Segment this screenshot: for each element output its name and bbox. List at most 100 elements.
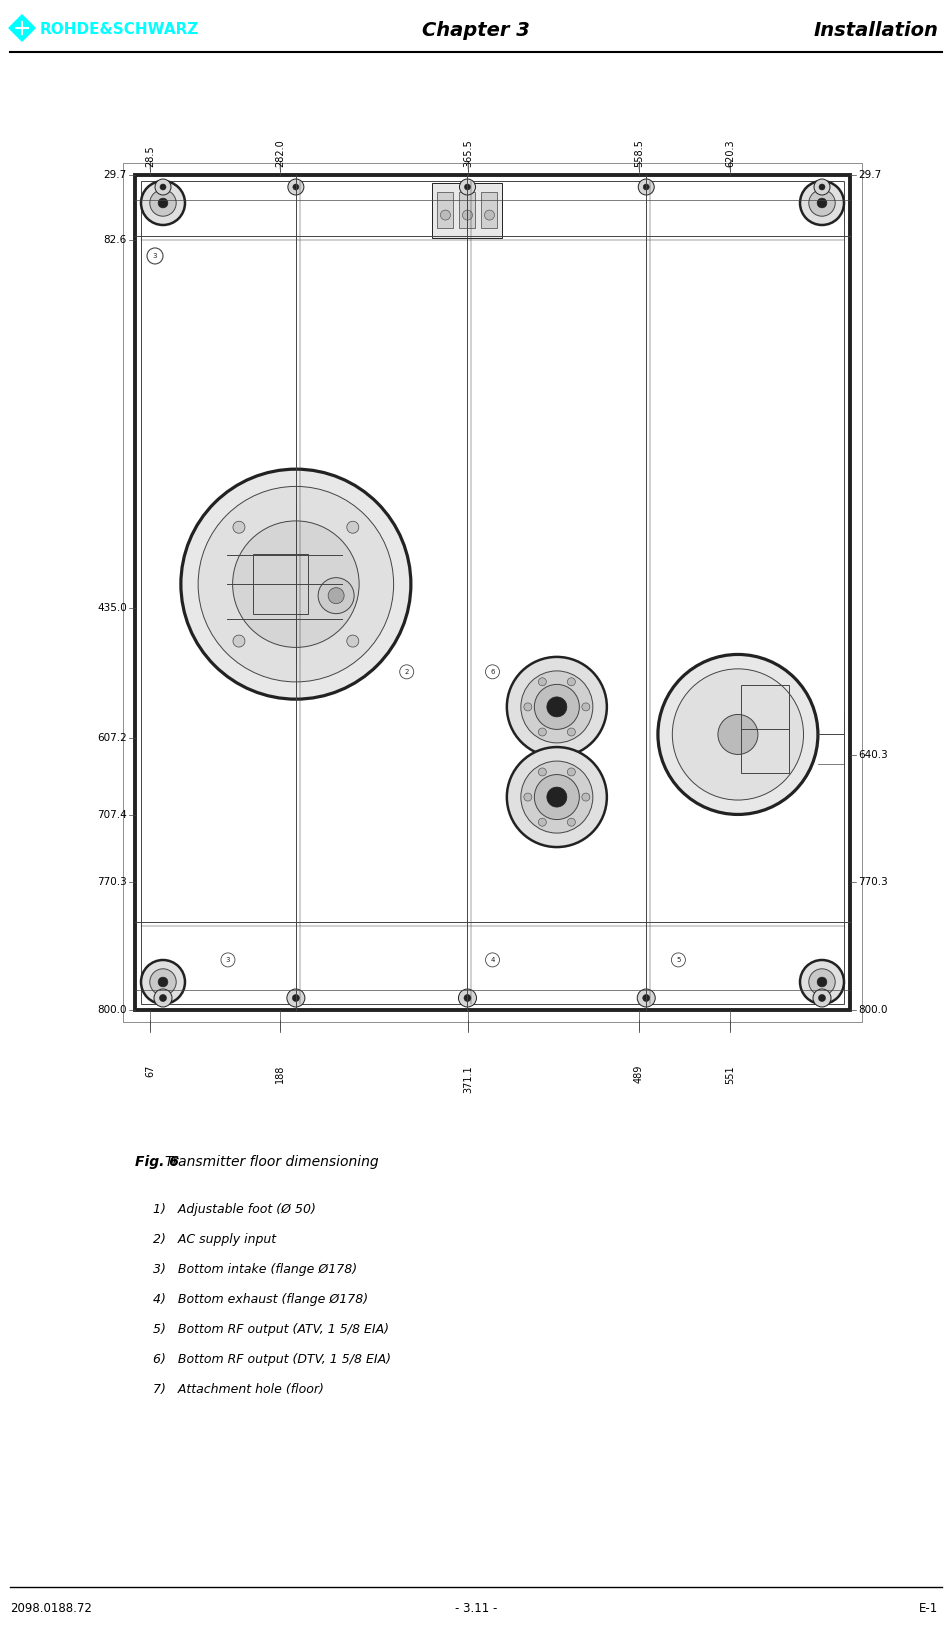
Circle shape [817,977,827,987]
Text: 3)   Bottom intake (flange Ø178): 3) Bottom intake (flange Ø178) [153,1262,357,1276]
Circle shape [800,181,844,225]
Text: 5: 5 [676,956,681,963]
Text: 620.3: 620.3 [725,140,735,168]
Circle shape [141,959,185,1003]
Text: 800.0: 800.0 [858,1005,887,1015]
Text: 371.1: 371.1 [463,1065,473,1093]
Circle shape [464,994,471,1002]
Circle shape [347,521,359,533]
Circle shape [233,521,245,533]
Circle shape [521,761,593,832]
Text: 607.2: 607.2 [97,733,127,743]
Text: 282.0: 282.0 [275,138,285,168]
Circle shape [198,487,393,683]
Circle shape [141,181,185,225]
Circle shape [819,184,825,191]
Text: Transmitter floor dimensioning: Transmitter floor dimensioning [165,1155,379,1170]
Text: 640.3: 640.3 [858,749,888,761]
Bar [135,174,850,1010]
Text: 489: 489 [634,1065,644,1083]
Circle shape [546,787,566,806]
Text: 4)   Bottom exhaust (flange Ø178): 4) Bottom exhaust (flange Ø178) [153,1293,368,1306]
Text: 29.7: 29.7 [858,169,882,179]
Circle shape [534,684,580,730]
Bar [253,554,307,614]
Circle shape [534,774,580,819]
Circle shape [149,191,176,217]
Circle shape [800,959,844,1003]
Text: Chapter 3: Chapter 3 [422,21,530,39]
Circle shape [441,210,450,220]
Text: 558.5: 558.5 [634,138,644,168]
Text: 435.0: 435.0 [97,603,127,613]
Circle shape [672,670,803,800]
Text: 365.5: 365.5 [463,138,473,168]
Circle shape [814,179,830,195]
Text: 67: 67 [145,1065,155,1077]
Circle shape [567,818,575,826]
Circle shape [318,578,354,614]
Circle shape [485,210,494,220]
Bar [438,192,453,228]
Circle shape [524,702,532,710]
Circle shape [154,989,172,1007]
Text: 7)   Attachment hole (floor): 7) Attachment hole (floor) [153,1383,324,1396]
Text: 4: 4 [490,956,495,963]
Circle shape [232,521,359,647]
Circle shape [506,748,606,847]
Text: 82.6: 82.6 [104,235,127,244]
Text: 29.7: 29.7 [104,169,127,179]
Circle shape [809,191,835,217]
Circle shape [465,184,470,191]
Circle shape [637,989,655,1007]
Text: 6)   Bottom RF output (DTV, 1 5/8 EIA): 6) Bottom RF output (DTV, 1 5/8 EIA) [153,1354,391,1367]
Circle shape [567,678,575,686]
Bar [432,182,503,238]
Polygon shape [9,15,35,41]
Circle shape [160,994,167,1002]
Circle shape [538,678,546,686]
Text: - 3.11 -: - 3.11 - [455,1601,497,1614]
Circle shape [460,179,475,195]
Circle shape [582,793,590,801]
Circle shape [813,989,831,1007]
Circle shape [463,210,472,220]
Circle shape [644,184,649,191]
Circle shape [158,977,168,987]
Circle shape [149,969,176,995]
Circle shape [718,715,758,754]
Text: 188: 188 [275,1065,285,1083]
Circle shape [328,588,344,604]
Circle shape [538,767,546,775]
Circle shape [643,994,649,1002]
Circle shape [638,179,654,195]
Circle shape [292,994,299,1002]
Bar [741,684,789,772]
Text: 6: 6 [490,670,495,674]
Text: 551: 551 [725,1065,735,1083]
Bar [460,192,475,228]
Circle shape [181,469,411,699]
Circle shape [293,184,299,191]
Circle shape [459,989,476,1007]
Circle shape [819,994,825,1002]
Bar [141,181,844,1003]
Circle shape [538,818,546,826]
Text: 3: 3 [152,252,157,259]
Text: 2)   AC supply input: 2) AC supply input [153,1233,276,1246]
Circle shape [287,989,305,1007]
Text: ROHDE&SCHWARZ: ROHDE&SCHWARZ [40,23,199,37]
Text: 5)   Bottom RF output (ATV, 1 5/8 EIA): 5) Bottom RF output (ATV, 1 5/8 EIA) [153,1323,389,1336]
Text: E-1: E-1 [919,1601,938,1614]
Circle shape [809,969,835,995]
Circle shape [521,671,593,743]
Circle shape [160,184,166,191]
Circle shape [538,728,546,736]
Circle shape [347,635,359,647]
Bar [123,163,862,1021]
Text: 2: 2 [405,670,409,674]
Circle shape [524,793,532,801]
Circle shape [233,635,245,647]
Circle shape [567,767,575,775]
Text: 770.3: 770.3 [858,876,888,888]
